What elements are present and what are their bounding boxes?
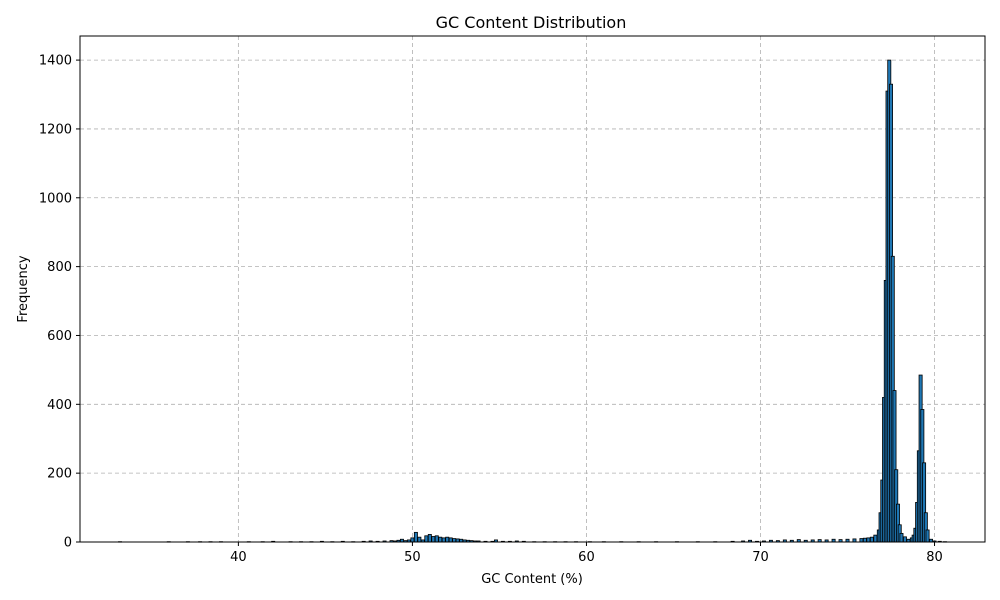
histogram-bar [862,537,867,543]
histogram-bar [869,536,874,543]
y-tick-label: 1200 [39,122,72,137]
x-tick-label: 70 [752,550,769,565]
y-tick-label: 200 [47,467,72,482]
histogram-bar [413,531,418,543]
histogram-bar [424,535,429,543]
histogram-bar [441,537,446,543]
y-tick-label: 0 [64,536,72,551]
y-tick-label: 1400 [39,54,72,69]
histogram-bar [431,536,436,543]
y-tick-label: 800 [47,260,72,275]
x-tick-label: 50 [404,550,421,565]
plot-frame [79,35,986,543]
x-tick-label: 80 [926,550,943,565]
histogram-bar [434,535,439,543]
y-tick-label: 600 [47,329,72,344]
histogram-bar [902,536,907,543]
y-axis-label: Frequency [16,255,31,322]
histogram-bar [866,537,871,543]
x-tick-label: 40 [230,550,247,565]
histogram-bar [873,534,878,543]
histogram-bar [448,537,453,543]
histogram-bar [859,538,864,543]
chart-title: GC Content Distribution [436,13,627,32]
y-tick-label: 400 [47,398,72,413]
histogram-bar [438,536,443,543]
y-axis-ticks: 0 200 400 600 800 1000 1200 1400 [39,54,80,551]
histogram-bar [452,538,457,543]
x-axis-label: GC Content (%) [481,572,583,587]
x-axis-ticks: 40 50 60 70 80 [230,542,943,565]
histogram-bar [899,532,904,543]
histogram-bar [427,534,432,543]
histogram-bar [410,537,415,543]
histogram-bar [925,529,930,543]
histogram-bar [445,536,450,543]
histogram-bar [417,536,422,543]
x-tick-label: 60 [578,550,595,565]
y-tick-label: 1000 [39,191,72,206]
